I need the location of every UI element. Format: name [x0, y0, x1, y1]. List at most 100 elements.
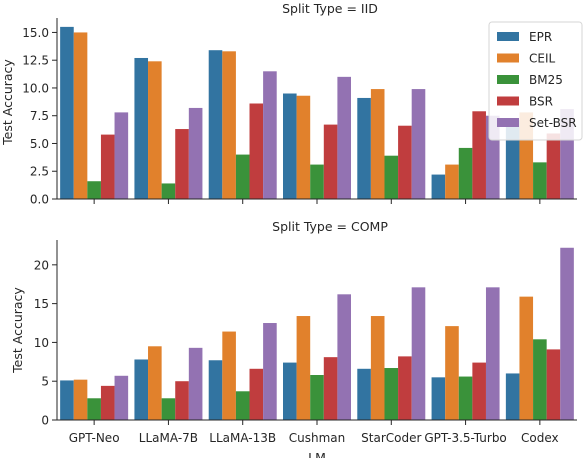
- bar-epr-gpt-neo: [60, 26, 74, 199]
- bar-bm25-starcoder: [384, 155, 399, 199]
- y-tick-label: 10.0: [22, 81, 49, 95]
- bar-bm25-llama-13b: [235, 391, 250, 420]
- bar-set-bsr-llama-7b: [188, 107, 203, 199]
- bar-bm25-codex: [533, 339, 547, 420]
- legend-label-set-bsr: Set-BSR: [529, 116, 577, 130]
- bar-epr-llama-13b: [208, 360, 223, 420]
- bar-ceil-cushman: [296, 316, 311, 420]
- bar-bm25-llama-7b: [161, 398, 176, 420]
- y-tick-label: 5: [41, 375, 49, 389]
- y-tick-label: 0.0: [30, 193, 49, 207]
- bar-ceil-starcoder: [370, 89, 385, 199]
- bar-bm25-gpt-3.5-turbo: [458, 147, 473, 199]
- bars-comp: [60, 247, 574, 420]
- bar-epr-cushman: [283, 93, 297, 199]
- bar-bm25-gpt-3.5-turbo: [458, 376, 473, 420]
- x-ticks-iid: [93, 199, 541, 204]
- bar-bsr-gpt-neo: [100, 385, 115, 420]
- y-tick-label: 5.0: [30, 137, 49, 151]
- x-tick-labels: GPT-Neo LLaMA-7B LLaMA-13B Cushman StarCoder…: [69, 431, 559, 445]
- y-ticks-comp: 0 5 10 15 20: [34, 258, 57, 428]
- legend-label-bm25: BM25: [529, 73, 563, 87]
- x-tick-label: LLaMA-13B: [209, 431, 276, 445]
- bar-epr-starcoder: [357, 97, 371, 199]
- bar-set-bsr-codex: [560, 247, 574, 420]
- y-tick-label: 12.5: [22, 54, 49, 68]
- bar-epr-cushman: [283, 362, 297, 420]
- legend-swatch-ceil: [497, 53, 519, 63]
- bar-ceil-gpt-3.5-turbo: [445, 164, 459, 199]
- bar-epr-llama-13b: [208, 50, 223, 200]
- bar-set-bsr-gpt-neo: [114, 375, 129, 420]
- bar-ceil-cushman: [296, 95, 311, 199]
- bar-bm25-codex: [533, 162, 547, 199]
- bar-bm25-gpt-neo: [87, 398, 101, 420]
- x-tick-label: LLaMA-7B: [139, 431, 198, 445]
- bar-bsr-llama-13b: [249, 368, 264, 420]
- y-tick-label: 10: [34, 336, 49, 350]
- bar-bsr-llama-13b: [249, 103, 264, 199]
- bar-ceil-gpt-neo: [73, 379, 88, 420]
- bar-ceil-gpt-neo: [73, 32, 88, 199]
- bar-set-bsr-gpt-neo: [114, 112, 129, 199]
- bar-bm25-cushman: [310, 164, 324, 199]
- bar-bsr-llama-7b: [175, 381, 189, 420]
- bar-ceil-codex: [519, 296, 534, 420]
- y-tick-label: 0: [41, 414, 49, 428]
- y-axis-label-comp: Test Accuracy: [10, 287, 25, 374]
- bar-ceil-gpt-3.5-turbo: [445, 326, 459, 420]
- bar-epr-codex: [505, 373, 520, 420]
- bar-set-bsr-cushman: [337, 294, 351, 420]
- bar-bsr-gpt-3.5-turbo: [472, 111, 486, 199]
- legend-label-bsr: BSR: [529, 95, 553, 109]
- bar-bm25-llama-13b: [235, 154, 250, 199]
- bar-epr-gpt-neo: [60, 380, 74, 420]
- x-tick-label: GPT-Neo: [69, 431, 120, 445]
- bar-epr-llama-7b: [134, 359, 149, 420]
- x-tick-label: Codex: [521, 431, 559, 445]
- panel-comp: Split Type = COMP Test Accuracy 0 5 10 15 20…: [10, 219, 577, 458]
- legend-swatch-bsr: [497, 96, 519, 106]
- bar-set-bsr-starcoder: [411, 89, 426, 199]
- bar-bm25-starcoder: [384, 368, 399, 420]
- y-ticks-iid: 0.0 2.5 5.0 7.5 10.0 12.5 15.0: [22, 26, 57, 207]
- legend: EPR CEIL BM25 BSR Set-BSR: [488, 21, 583, 141]
- bar-bsr-codex: [546, 349, 561, 420]
- bar-bsr-gpt-neo: [100, 134, 115, 199]
- bar-bsr-cushman: [323, 357, 338, 420]
- bar-ceil-starcoder: [370, 316, 385, 420]
- bar-bsr-gpt-3.5-turbo: [472, 362, 486, 420]
- bar-set-bsr-starcoder: [411, 287, 426, 420]
- bar-ceil-llama-7b: [148, 346, 162, 420]
- bar-set-bsr-llama-13b: [263, 323, 277, 420]
- bar-set-bsr-cushman: [337, 76, 351, 199]
- x-axis-label: LM: [308, 450, 326, 458]
- legend-label-ceil: CEIL: [529, 52, 556, 66]
- y-tick-label: 20: [34, 258, 49, 272]
- bar-bm25-gpt-neo: [87, 181, 101, 199]
- y-tick-label: 2.5: [30, 165, 49, 179]
- bar-bm25-cushman: [310, 375, 324, 420]
- bars-iid: [60, 26, 574, 200]
- panel-iid: Split Type = IID Test Accuracy 0.0 2.5 5.0…: [0, 1, 583, 207]
- legend-swatch-epr: [497, 32, 519, 41]
- x-ticks-comp: [93, 420, 541, 425]
- bar-ceil-llama-13b: [222, 331, 236, 420]
- legend-swatch-bm25: [497, 75, 519, 84]
- bar-epr-gpt-3.5-turbo: [431, 377, 446, 420]
- y-axis-label-iid: Test Accuracy: [0, 59, 15, 146]
- x-tick-label: GPT-3.5-Turbo: [424, 431, 506, 445]
- bar-bm25-llama-7b: [161, 183, 176, 199]
- bar-bsr-starcoder: [398, 125, 412, 199]
- bar-bsr-codex: [546, 133, 561, 199]
- bar-epr-llama-7b: [134, 57, 149, 200]
- y-tick-label: 15.0: [22, 26, 49, 40]
- bar-set-bsr-gpt-3.5-turbo: [485, 287, 500, 420]
- panel-title-iid: Split Type = IID: [282, 1, 378, 16]
- y-tick-label: 15: [34, 297, 49, 311]
- bar-ceil-llama-13b: [222, 51, 236, 200]
- x-tick-label: StarCoder: [361, 431, 421, 445]
- bar-epr-starcoder: [357, 368, 371, 420]
- legend-swatch-set-bsr: [497, 118, 519, 127]
